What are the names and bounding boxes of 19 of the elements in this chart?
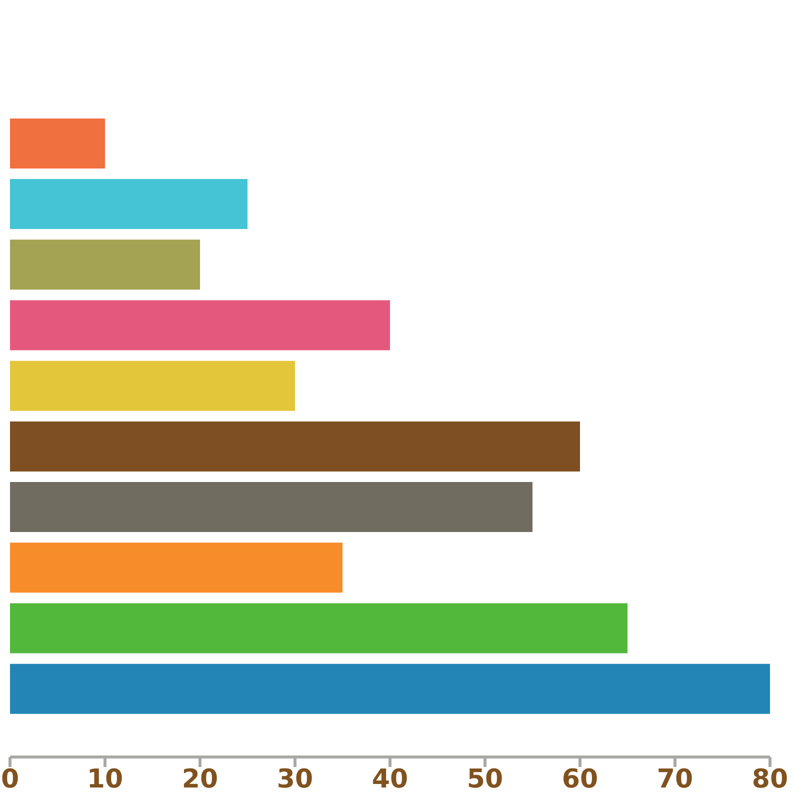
x-tick-label: 30: [276, 764, 314, 794]
x-tick-label: 10: [86, 764, 124, 794]
bar: [10, 421, 580, 472]
x-tick-label: 0: [0, 764, 20, 794]
bar: [10, 603, 628, 654]
bar: [10, 360, 295, 411]
x-tick-label: 40: [372, 764, 408, 794]
x-tick-label: 20: [182, 764, 218, 794]
x-tick-label: 80: [752, 764, 788, 794]
bar: [10, 240, 200, 290]
bar: [10, 118, 105, 168]
bar: [10, 179, 248, 230]
bar: [10, 300, 390, 350]
bar: [10, 664, 770, 714]
x-tick-label: 60: [562, 764, 598, 794]
bar: [10, 542, 342, 593]
x-tick-label: 50: [466, 764, 504, 794]
x-tick-label: 70: [656, 764, 694, 794]
bar: [10, 482, 532, 532]
